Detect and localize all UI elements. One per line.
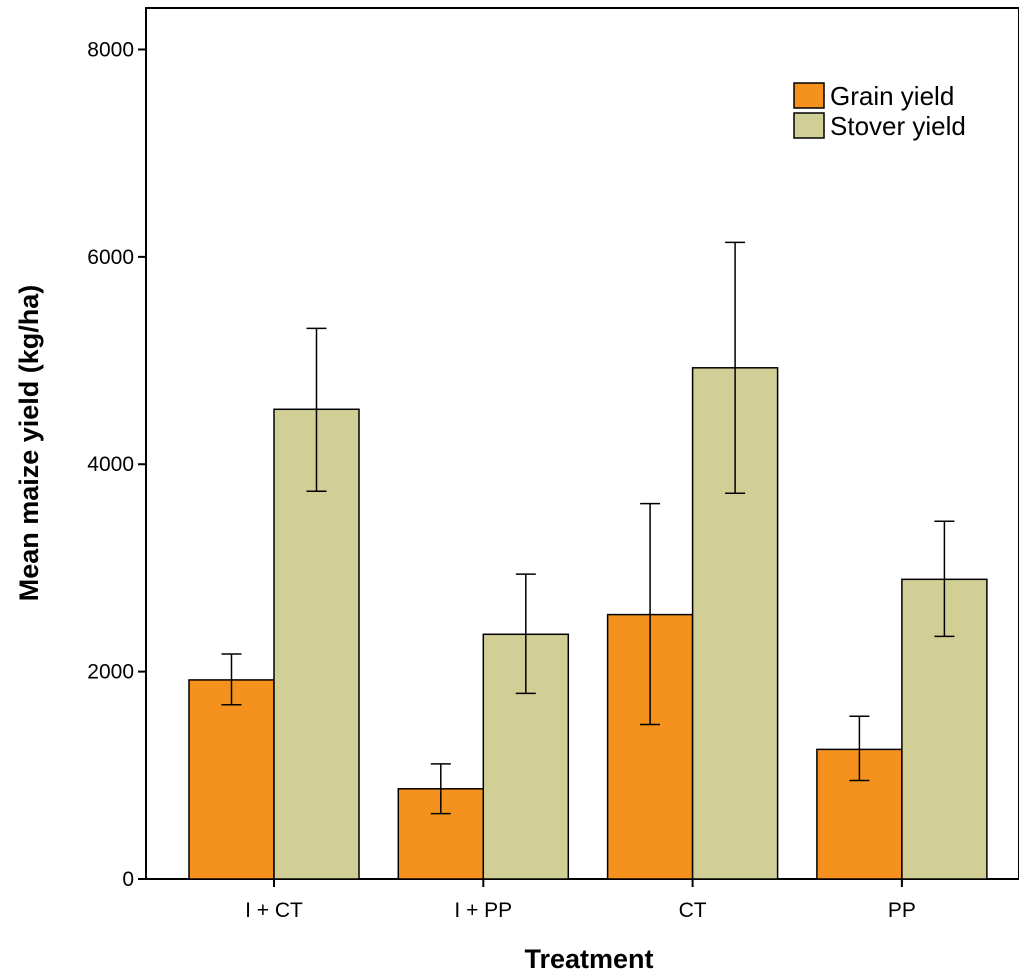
x-tick-label: I + CT: [245, 899, 303, 922]
legend-swatch: [793, 112, 825, 139]
y-tick-label: 6000: [87, 246, 134, 269]
bar: [482, 633, 570, 880]
y-axis-title: Mean maize yield (kg/ha): [14, 285, 44, 602]
legend-label: Grain yield: [830, 81, 954, 111]
y-tick-label: 2000: [87, 661, 134, 684]
x-axis: I + CT I + PP CT PP: [245, 879, 916, 922]
x-tick-label: PP: [888, 899, 916, 922]
legend-swatch: [793, 82, 825, 109]
x-tick-label: I + PP: [454, 899, 512, 922]
y-axis: 0 2000 4000 6000 8000: [87, 38, 146, 891]
bars: [188, 367, 988, 880]
x-tick-label: CT: [679, 899, 707, 922]
x-axis-title: Treatment: [524, 944, 653, 973]
legend-label: Stover yield: [830, 111, 966, 141]
bar: [188, 679, 275, 880]
y-tick-label: 0: [122, 868, 134, 891]
y-tick-label: 4000: [87, 453, 134, 476]
error-bars: [221, 241, 955, 815]
y-tick-label: 8000: [87, 38, 134, 61]
plot-frame: [145, 7, 1019, 880]
